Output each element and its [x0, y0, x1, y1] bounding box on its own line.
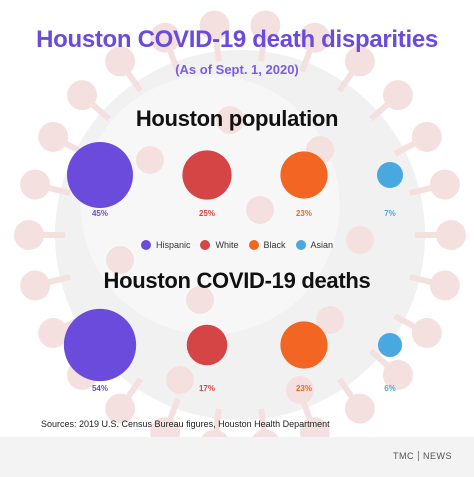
bubble-black-deaths: [280, 321, 328, 369]
footer-bar: TMC NEWS: [0, 437, 474, 477]
brand-left: TMC: [393, 451, 414, 461]
bubble-asian-population: [376, 161, 404, 189]
bubble-hispanic-deaths: [63, 308, 137, 382]
bubble-label-hispanic-deaths: 54%: [92, 384, 108, 393]
legend-label-asian: Asian: [310, 240, 334, 250]
brand-right: NEWS: [423, 451, 452, 461]
legend: Hispanic White Black Asian: [0, 240, 474, 250]
bubble-label-black-population: 23%: [296, 209, 312, 218]
legend-item-white: White: [200, 240, 239, 250]
bubble-white-deaths: [186, 324, 228, 366]
population-chart-title: Houston population: [135, 106, 339, 131]
legend-label-hispanic: Hispanic: [155, 240, 191, 250]
bubble-white-population: [182, 150, 232, 200]
bubble-label-hispanic-population: 45%: [92, 209, 108, 218]
bubble-label-asian-population: 7%: [384, 209, 396, 218]
legend-swatch-white: [200, 240, 211, 250]
bubble-label-black-deaths: 23%: [296, 384, 312, 393]
brand-logo: TMC NEWS: [393, 451, 452, 461]
legend-item-asian: Asian: [295, 240, 334, 250]
bubble-label-white-deaths: 17%: [199, 384, 215, 393]
bubble-hispanic-population: [67, 142, 133, 208]
page-subtitle: (As of Sept. 1, 2020): [175, 62, 299, 77]
page-title: Houston COVID-19 death disparities: [36, 26, 438, 53]
sources-note: Sources: 2019 U.S. Census Bureau figures…: [41, 419, 330, 429]
brand-divider: [418, 451, 419, 461]
legend-swatch-asian: [295, 240, 306, 250]
virus-illustration: [14, 10, 466, 460]
deaths-chart-title: Houston COVID-19 deaths: [103, 268, 371, 293]
legend-item-black: Black: [248, 240, 286, 250]
bubble-label-white-population: 25%: [199, 209, 215, 218]
legend-swatch-hispanic: [140, 240, 151, 250]
bubble-asian-deaths: [377, 332, 403, 358]
legend-item-hispanic: Hispanic: [140, 240, 191, 250]
legend-swatch-black: [248, 240, 259, 250]
legend-label-white: White: [215, 240, 239, 250]
legend-label-black: Black: [263, 240, 286, 250]
bubble-black-population: [280, 151, 328, 199]
bubble-label-asian-deaths: 6%: [384, 384, 396, 393]
